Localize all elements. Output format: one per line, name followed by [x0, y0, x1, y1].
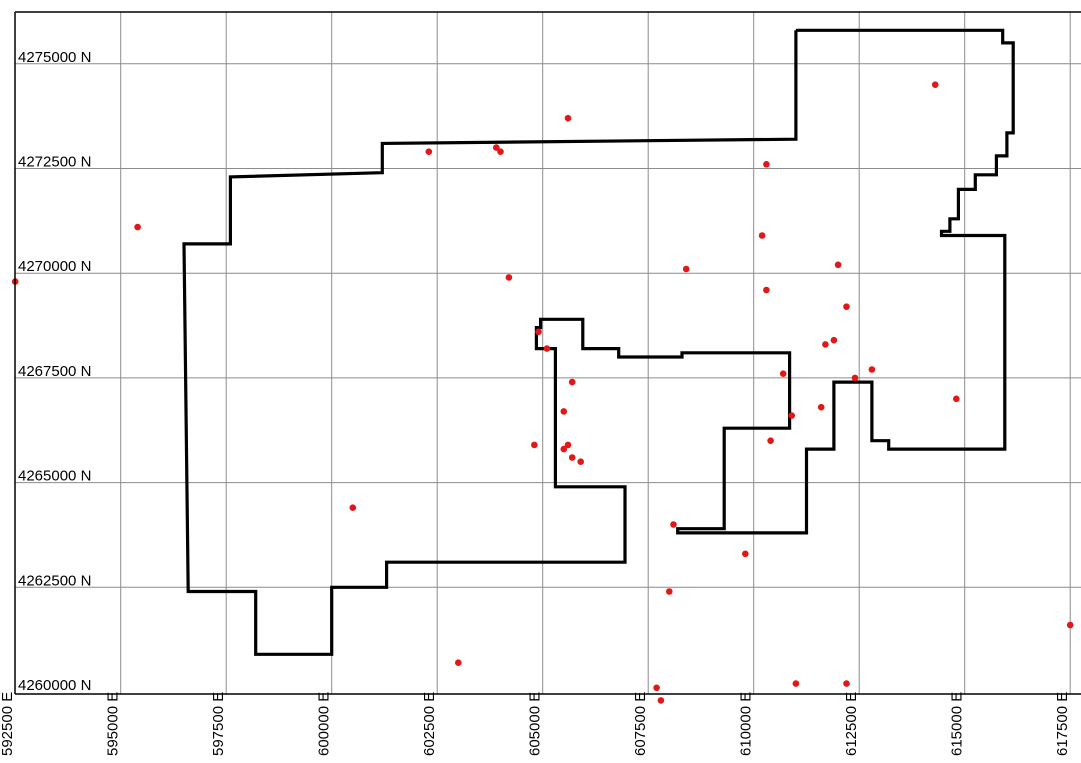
easting-label: 617500 E [1054, 692, 1071, 756]
property-boundary [182, 28, 1015, 656]
sample-points-layer [11, 81, 1074, 704]
sample-point [792, 680, 800, 687]
sample-point [931, 81, 939, 88]
sample-point [568, 378, 576, 386]
sample-point [779, 370, 787, 378]
sample-point [843, 680, 850, 687]
easting-label: 612500 E [843, 692, 860, 756]
sample-point [822, 341, 829, 348]
sample-point [560, 445, 568, 453]
northing-label: 4265000 N [18, 468, 91, 485]
sample-point [953, 395, 960, 403]
easting-label: 600000 E [316, 692, 333, 756]
sample-point [425, 148, 433, 155]
sample-point [763, 161, 770, 168]
easting-label: 605000 E [527, 692, 544, 756]
coordinate-labels: 4260000 N 4262500 N 4265000 N 4267500 N 4270… [0, 49, 1071, 756]
northing-label: 4275000 N [18, 49, 91, 66]
sample-point [657, 697, 665, 704]
sample-point [568, 454, 576, 461]
sample-point [531, 441, 538, 449]
sample-point [497, 148, 504, 155]
sample-point [455, 659, 462, 666]
sample-point [682, 265, 690, 273]
sample-point [868, 366, 876, 373]
northing-label: 4272500 N [18, 154, 91, 171]
sample-point [560, 408, 568, 415]
sample-point [505, 274, 513, 281]
sample-point [1066, 621, 1074, 629]
sample-point [670, 521, 677, 528]
sample-point [666, 588, 673, 595]
northing-label: 4260000 N [18, 677, 91, 694]
sample-point [564, 441, 572, 449]
sample-point [788, 412, 795, 419]
sample-point [758, 232, 766, 239]
sample-point [535, 328, 542, 336]
sample-point [817, 403, 825, 411]
sample-point [763, 286, 770, 294]
sample-point [577, 458, 584, 466]
sample-point [834, 261, 842, 269]
northing-label: 4270000 N [18, 258, 91, 275]
easting-label: 595000 E [105, 692, 122, 756]
sample-point [543, 345, 551, 352]
sample-point [843, 303, 850, 311]
easting-label: 610000 E [738, 692, 755, 756]
property-boundary-layer [182, 28, 1015, 656]
sample-point [830, 336, 838, 344]
northing-label: 4262500 N [18, 572, 91, 589]
easting-label: 615000 E [949, 692, 966, 756]
easting-label: 592500 E [0, 692, 16, 756]
sample-point [653, 684, 660, 692]
easting-label: 607500 E [632, 692, 649, 756]
sample-point [742, 550, 749, 558]
sample-point [851, 374, 859, 382]
sample-point [564, 114, 572, 122]
sample-point [134, 223, 141, 231]
easting-label: 602500 E [421, 692, 438, 756]
northing-label: 4267500 N [18, 363, 91, 380]
sample-point [349, 504, 357, 512]
sample-point [493, 144, 500, 151]
sample-point [767, 437, 774, 445]
easting-label: 597500 E [210, 692, 227, 756]
grid-lines [15, 12, 1081, 694]
